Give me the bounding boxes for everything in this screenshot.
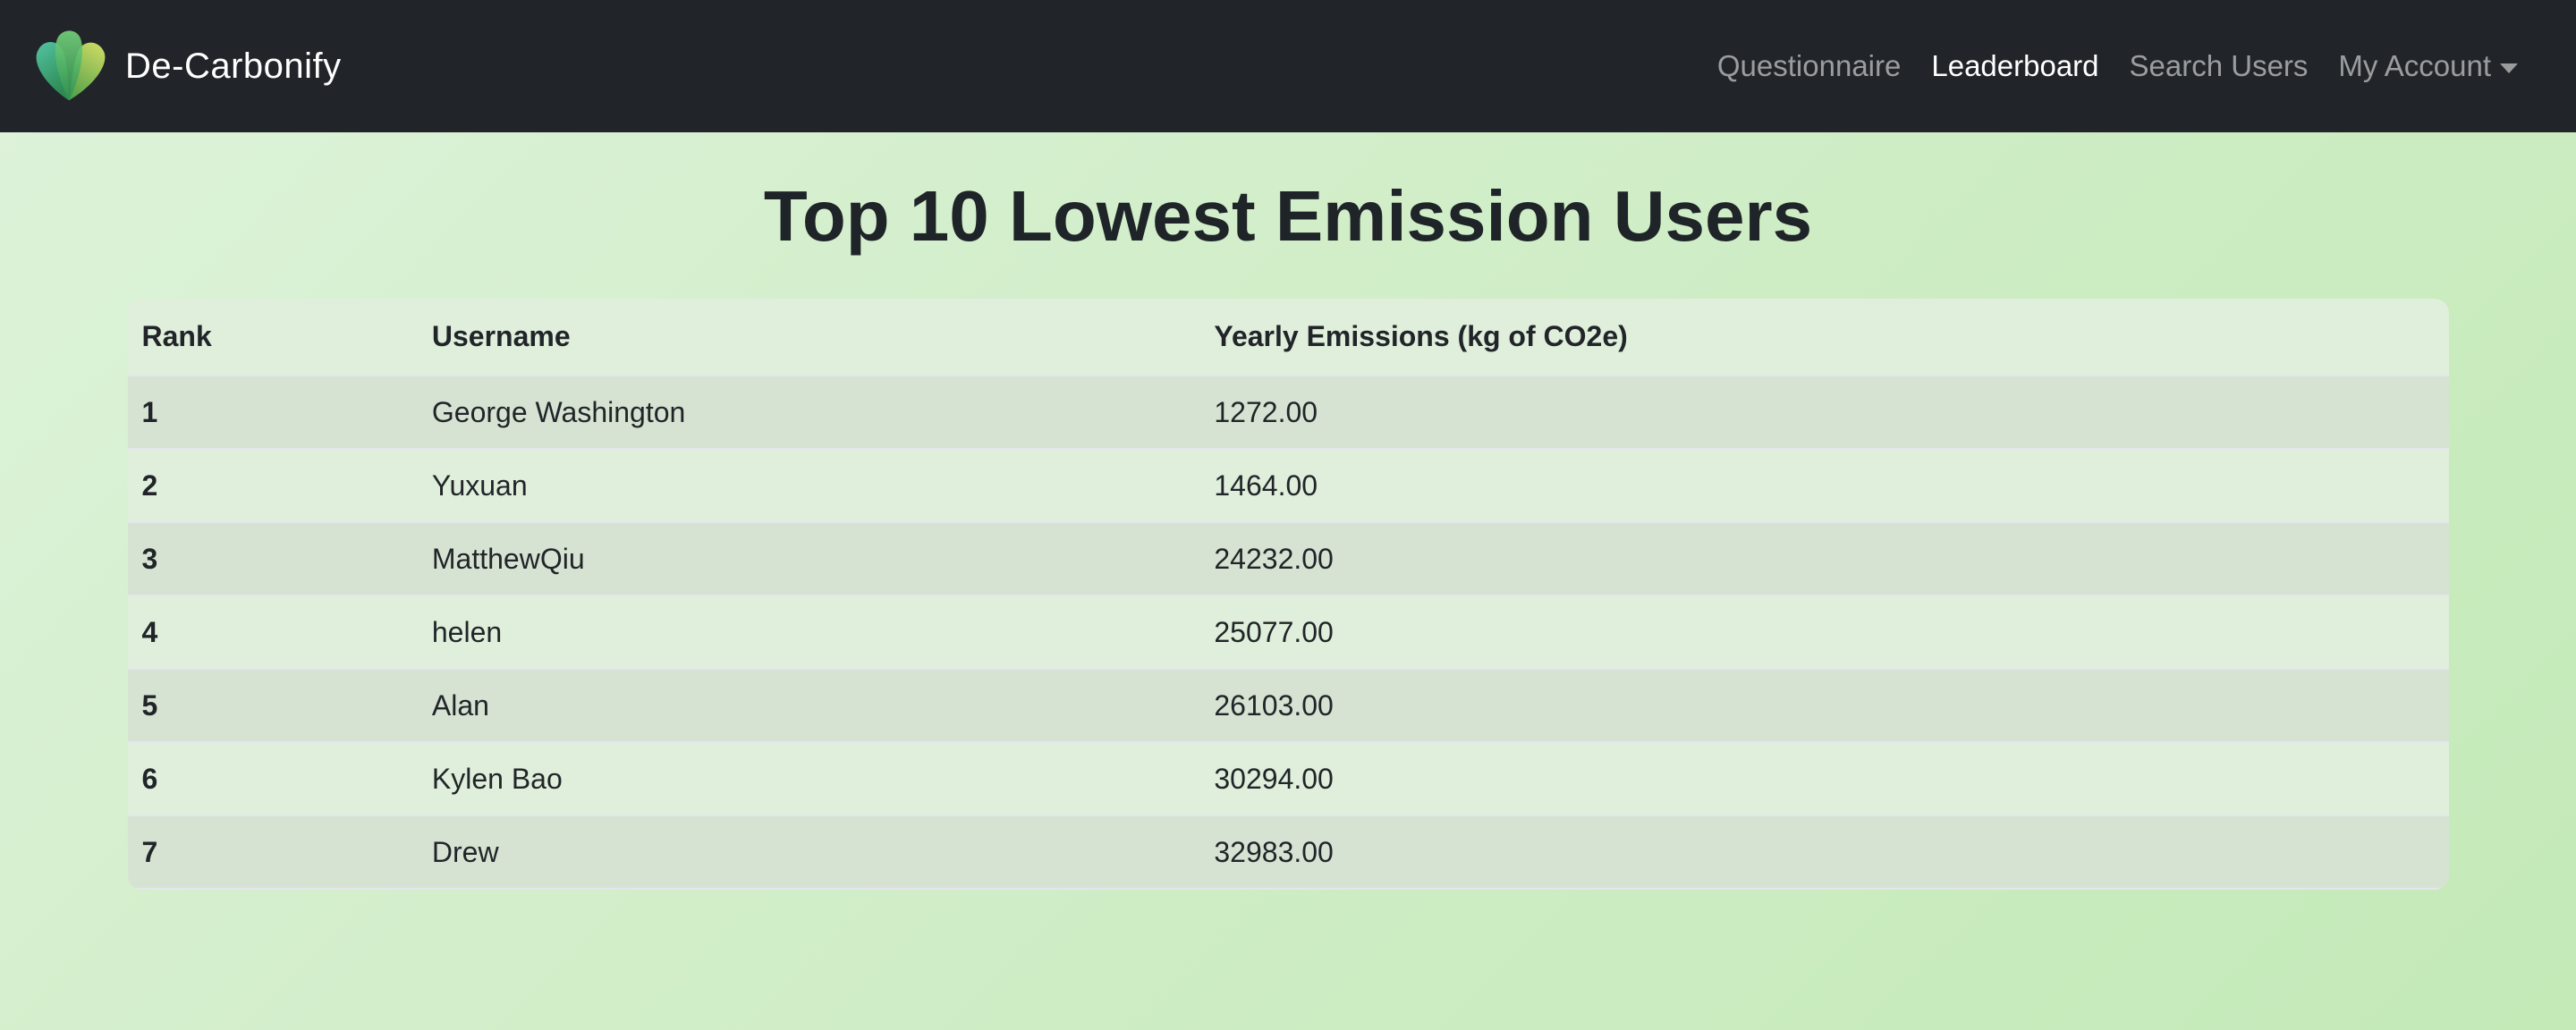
nav-item-my-account[interactable]: My Account <box>2323 49 2533 83</box>
username-cell: Kylen Bao <box>417 742 1200 816</box>
nav-item-search-users[interactable]: Search Users <box>2129 49 2309 82</box>
rank-cell: 2 <box>127 449 418 523</box>
username-cell: helen <box>417 595 1200 670</box>
table-row: 1 George Washington 1272.00 <box>127 376 2449 450</box>
emissions-cell: 32983.00 <box>1199 815 2449 890</box>
table-header-row: Rank Username Yearly Emissions (kg of CO… <box>127 299 2449 376</box>
table-row: 3 MatthewQiu 24232.00 <box>127 522 2449 596</box>
username-cell: George Washington <box>417 376 1200 450</box>
caret-down-icon <box>2500 63 2518 73</box>
header-rank: Rank <box>127 299 418 376</box>
emissions-cell: 24232.00 <box>1199 522 2449 596</box>
rank-cell: 3 <box>127 522 418 596</box>
table-row: 5 Alan 26103.00 <box>127 669 2449 743</box>
my-account-label: My Account <box>2338 49 2491 82</box>
brand-link[interactable]: De-Carbonify <box>29 29 342 104</box>
nav-item-questionnaire[interactable]: Questionnaire <box>1716 49 1902 82</box>
page-title: Top 10 Lowest Emission Users <box>763 176 1813 256</box>
header-username: Username <box>417 299 1200 376</box>
emissions-cell: 26103.00 <box>1199 669 2449 743</box>
nav-item-leaderboard[interactable]: Leaderboard <box>1931 49 2099 82</box>
rank-cell: 4 <box>127 595 418 670</box>
username-cell: MatthewQiu <box>417 522 1200 596</box>
leaderboard-table: Rank Username Yearly Emissions (kg of CO… <box>127 299 2449 890</box>
emissions-cell: 30294.00 <box>1199 742 2449 816</box>
top-navbar: De-Carbonify Questionnaire Leaderboard S… <box>0 0 2576 132</box>
rank-cell: 6 <box>127 742 418 816</box>
emissions-cell: 1272.00 <box>1199 376 2449 450</box>
nav-links: Questionnaire Leaderboard Search Users M… <box>1702 49 2533 83</box>
leaderboard-table-container: Rank Username Yearly Emissions (kg of CO… <box>127 299 2449 890</box>
username-cell: Alan <box>417 669 1200 743</box>
brand-title: De-Carbonify <box>125 46 342 86</box>
table-row: 6 Kylen Bao 30294.00 <box>127 742 2449 816</box>
table-row: 7 Drew 32983.00 <box>127 815 2449 890</box>
decarbonify-logo-icon <box>29 29 113 104</box>
main-content: Top 10 Lowest Emission Users Rank Userna… <box>0 173 2576 890</box>
table-row: 4 helen 25077.00 <box>127 595 2449 670</box>
rank-cell: 7 <box>127 815 418 890</box>
rank-cell: 1 <box>127 376 418 450</box>
username-cell: Yuxuan <box>417 449 1200 523</box>
table-row: 2 Yuxuan 1464.00 <box>127 449 2449 523</box>
emissions-cell: 25077.00 <box>1199 595 2449 670</box>
header-emissions: Yearly Emissions (kg of CO2e) <box>1199 299 2449 376</box>
username-cell: Drew <box>417 815 1200 890</box>
rank-cell: 5 <box>127 669 418 743</box>
emissions-cell: 1464.00 <box>1199 449 2449 523</box>
